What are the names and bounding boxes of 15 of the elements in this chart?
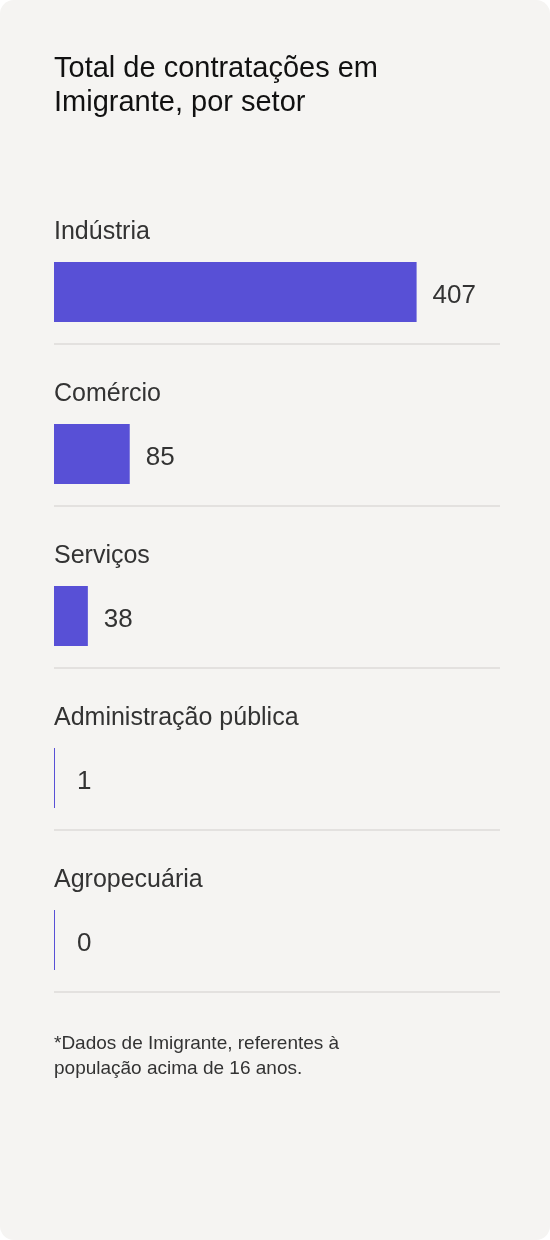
y-tick-label: Indústria (54, 216, 150, 244)
bar (54, 424, 130, 484)
y-tick-label: Serviços (54, 540, 150, 568)
data-label: 85 (145, 441, 175, 471)
data-label: 0 (77, 927, 92, 957)
y-tick-label: Agropecuária (54, 864, 203, 892)
data-label: 38 (103, 603, 133, 633)
bar (54, 586, 88, 646)
bar (54, 262, 417, 322)
data-label: 407 (432, 279, 476, 309)
text: *Dados de Imigrante, referentes à população acima de 16 anos. (54, 1031, 341, 1080)
chart-title: Total de contratações em Imigrante, por setor (54, 50, 379, 118)
y-tick-label: Comércio (54, 378, 161, 406)
data-label: 1 (77, 765, 92, 795)
y-tick-label: Administração pública (54, 702, 299, 730)
